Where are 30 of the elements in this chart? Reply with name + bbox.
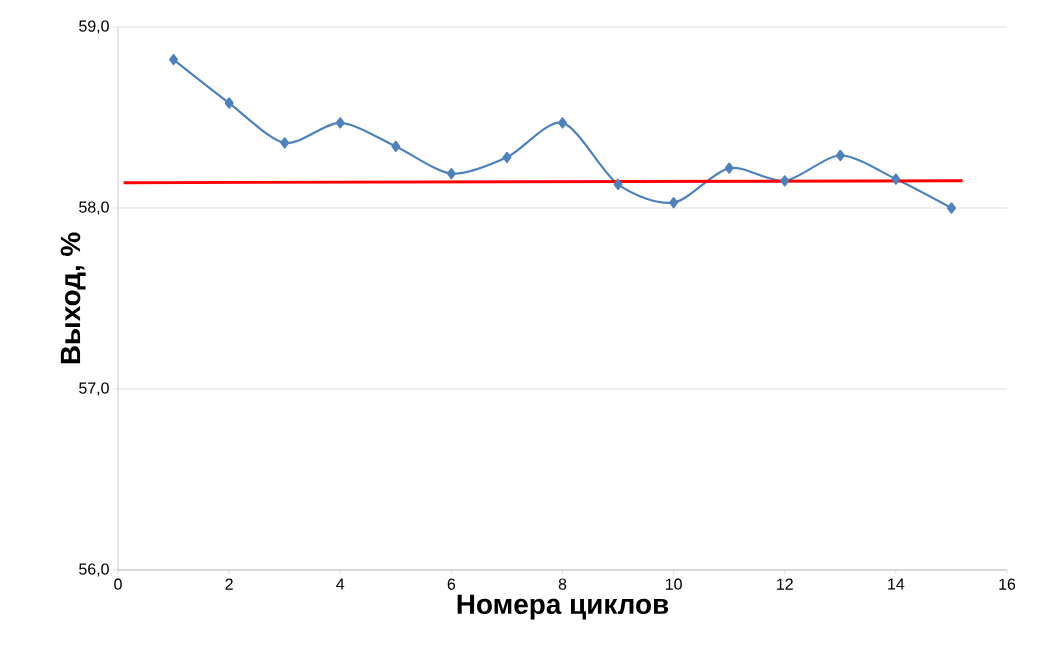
point [891,173,901,185]
point [946,202,956,214]
y-tick-label: 58,0 [79,201,109,215]
point [280,137,290,149]
point [335,117,345,129]
point [502,151,512,163]
y-tick-label: 56,0 [79,563,109,577]
x-tick-label: 8 [558,578,567,590]
point [391,140,401,153]
x-tick-label: 4 [336,578,345,590]
y-tick-label: 57,0 [79,382,109,396]
point [446,168,456,180]
x-tick-label: 0 [114,578,122,590]
x-tick-label: 10 [665,578,682,590]
point [169,53,179,66]
x-tick-label: 12 [777,578,793,590]
x-axis-title: Номера циклов [457,594,669,620]
point [558,117,567,129]
point [224,97,234,109]
x-tick-label: 14 [888,578,905,590]
y-axis-title: Выход, % [60,232,86,364]
x-tick-label: 6 [447,578,456,590]
point [724,162,734,174]
point [835,149,845,162]
x-tick-label: 2 [225,578,233,590]
point [669,196,679,209]
y-tick-label: 59,0 [79,20,109,34]
point [780,175,790,187]
point [613,178,623,191]
x-tick-label: 16 [999,578,1016,590]
